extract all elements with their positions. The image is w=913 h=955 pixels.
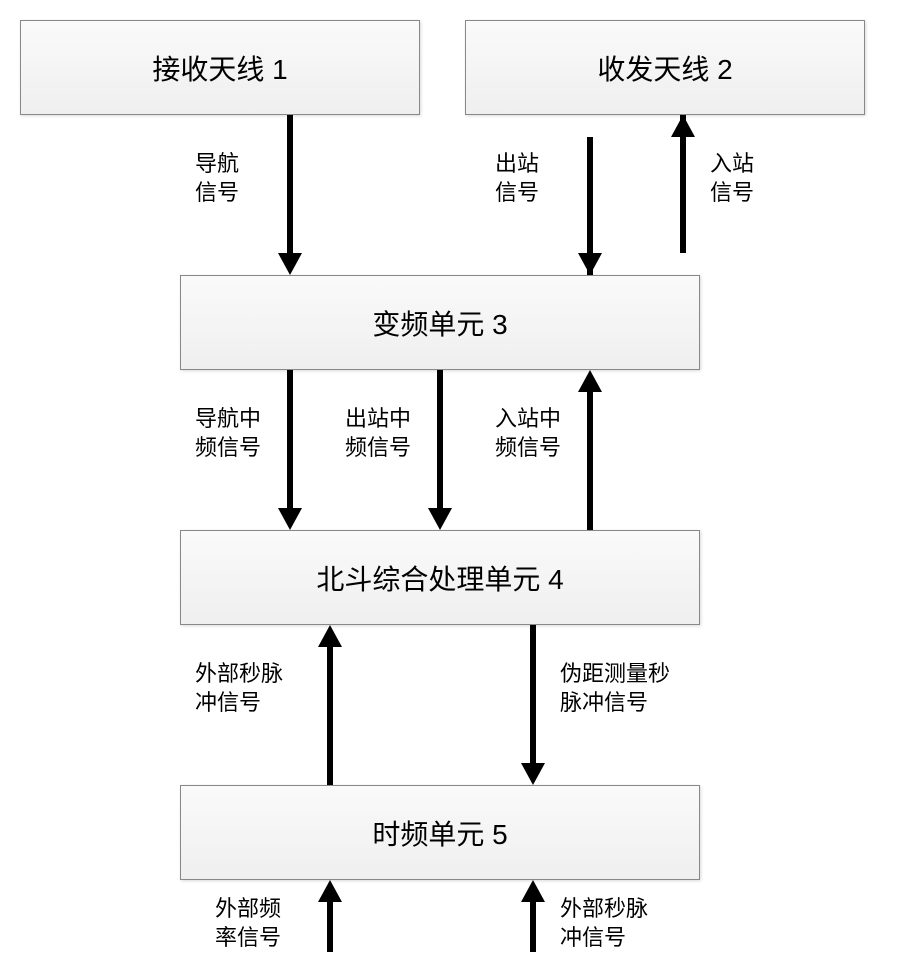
arrow-shaft xyxy=(327,647,333,785)
edge-label: 导航 信号 xyxy=(195,150,239,207)
node-timefreq-unit: 时频单元 5 xyxy=(180,785,700,880)
node-label: 变频单元 3 xyxy=(372,303,507,343)
edge-label: 出站中 频信号 xyxy=(345,405,411,462)
edge-label: 入站 信号 xyxy=(710,150,754,207)
arrow-up-icon xyxy=(671,115,695,137)
arrow-up-icon xyxy=(578,370,602,392)
edge-label: 外部秒脉 冲信号 xyxy=(560,895,648,952)
edge-label: 外部秒脉 冲信号 xyxy=(195,660,283,717)
edge-label: 外部频 率信号 xyxy=(215,895,281,952)
node-label: 接收天线 1 xyxy=(152,48,287,88)
node-trx-antenna: 收发天线 2 xyxy=(465,20,865,115)
flowchart-diagram: 接收天线 1 收发天线 2 变频单元 3 北斗综合处理单元 4 时频单元 5 导… xyxy=(0,0,913,955)
node-label: 北斗综合处理单元 4 xyxy=(316,558,563,598)
node-beidou-unit: 北斗综合处理单元 4 xyxy=(180,530,700,625)
node-label: 收发天线 2 xyxy=(597,48,732,88)
node-freq-unit: 变频单元 3 xyxy=(180,275,700,370)
edge-label: 导航中 频信号 xyxy=(195,405,261,462)
edge-label: 入站中 频信号 xyxy=(495,405,561,462)
arrow-shaft xyxy=(437,370,443,508)
arrow-down-icon xyxy=(521,763,545,785)
arrow-shaft xyxy=(327,902,333,952)
arrow-down-icon xyxy=(278,508,302,530)
arrow-down-icon xyxy=(428,508,452,530)
arrow-shaft xyxy=(587,392,593,530)
arrow-down-icon xyxy=(578,253,602,275)
node-rx-antenna: 接收天线 1 xyxy=(20,20,420,115)
arrow-up-icon xyxy=(318,625,342,647)
arrow-up-icon xyxy=(318,880,342,902)
arrow-up-icon xyxy=(521,880,545,902)
arrow-shaft xyxy=(530,902,536,952)
arrow-shaft xyxy=(287,115,293,253)
arrow-shaft xyxy=(530,625,536,763)
arrow-down-icon xyxy=(278,253,302,275)
node-label: 时频单元 5 xyxy=(372,813,507,853)
edge-label: 伪距测量秒 脉冲信号 xyxy=(560,660,670,717)
arrow-shaft xyxy=(287,370,293,508)
edge-label: 出站 信号 xyxy=(495,150,539,207)
